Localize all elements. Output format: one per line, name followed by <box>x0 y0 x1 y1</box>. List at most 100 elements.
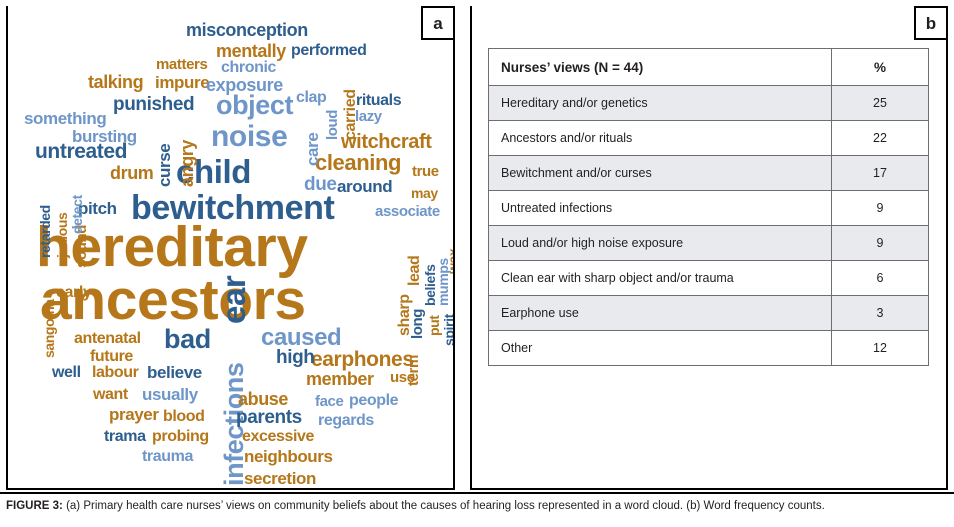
cloud-word: earphones <box>311 348 414 371</box>
cloud-word: cleaning <box>315 150 402 175</box>
cell-view: Bewitchment and/or curses <box>488 155 832 191</box>
cloud-word: trauma <box>142 448 193 465</box>
cloud-word: long <box>409 308 426 339</box>
cloud-word: bursting <box>72 127 137 146</box>
cloud-word: pitch <box>78 199 117 218</box>
cloud-word: parents <box>236 407 302 428</box>
cell-view: Clean ear with sharp object and/or traum… <box>488 260 832 296</box>
cell-percent: 12 <box>831 330 929 366</box>
cloud-word: blood <box>163 408 205 425</box>
cloud-word: exposure <box>206 75 283 95</box>
cloud-word: clap <box>296 89 327 106</box>
table-body: Hereditary and/or genetics 25 Ancestors an… <box>488 85 929 366</box>
cell-percent: 22 <box>831 120 929 156</box>
cell-view: Untreated infections <box>488 190 832 226</box>
caption-divider <box>0 492 954 494</box>
cloud-word: probing <box>152 428 209 445</box>
table-row: Bewitchment and/or curses 17 <box>488 155 929 191</box>
cloud-word: abuse <box>238 389 289 409</box>
cloud-word: member <box>306 369 374 389</box>
cloud-word: curse <box>155 143 174 187</box>
figure-caption-text: (a) Primary health care nurses’ views on… <box>62 500 825 512</box>
cell-view: Earphone use <box>488 295 832 331</box>
cloud-word: may <box>411 185 438 201</box>
cloud-word: secretion <box>244 469 316 488</box>
cloud-word: use <box>390 369 415 386</box>
cloud-word: untreated <box>35 140 128 163</box>
cloud-word: bewitchment <box>131 189 335 227</box>
figure-caption-label: FIGURE 3: <box>6 500 63 512</box>
cloud-word: rituals <box>356 92 402 109</box>
cloud-word: around <box>337 177 393 196</box>
cloud-word: put <box>426 315 442 336</box>
cloud-word: hereditary <box>36 215 308 279</box>
cloud-word: witchcraft <box>341 131 432 153</box>
cloud-word: bad <box>164 324 211 354</box>
cloud-word: drum <box>110 163 154 183</box>
cloud-word: high <box>276 347 315 368</box>
cloud-word: early <box>56 284 92 301</box>
cloud-word: punished <box>113 94 195 115</box>
cloud-word: lazy <box>355 108 382 125</box>
panel-b-frequency-table: Nurses’ views (N = 44) % Hereditary and/… <box>470 6 948 490</box>
cloud-word: true <box>412 163 439 180</box>
table-row: Other 12 <box>488 330 929 366</box>
cell-percent: 6 <box>831 260 929 296</box>
cloud-word: impure <box>155 73 210 92</box>
cloud-word: neighbours <box>244 447 333 466</box>
column-header-percent: % <box>831 48 929 86</box>
cloud-word: matters <box>156 56 208 73</box>
table-row: Loud and/or high noise exposure 9 <box>488 225 929 261</box>
figure-caption: FIGURE 3: (a) Primary health care nurses… <box>6 499 948 513</box>
cloud-word: term <box>405 355 422 386</box>
cell-percent: 17 <box>831 155 929 191</box>
cell-percent: 25 <box>831 85 929 121</box>
cell-percent: 3 <box>831 295 929 331</box>
word-frequency-table: Nurses’ views (N = 44) % Hereditary and/… <box>488 48 929 366</box>
column-header-views: Nurses’ views (N = 44) <box>488 48 832 86</box>
cloud-word: trama <box>104 428 146 445</box>
cloud-word: something <box>24 109 107 128</box>
cell-percent: 9 <box>831 190 929 226</box>
cloud-word: prayer <box>109 405 159 424</box>
table-row: Ancestors and/or rituals 22 <box>488 120 929 156</box>
cell-view: Other <box>488 330 832 366</box>
cloud-word: future <box>90 348 133 365</box>
cloud-word: chronic <box>221 59 276 76</box>
cloud-word: spirit <box>441 314 455 346</box>
cell-view: Hereditary and/or genetics <box>488 85 832 121</box>
cloud-word: antenatal <box>74 330 141 347</box>
cell-view: Loud and/or high noise exposure <box>488 225 832 261</box>
cloud-word: sangoma <box>41 299 57 358</box>
cloud-word: lead <box>406 255 423 286</box>
cloud-word: due <box>304 174 337 195</box>
cloud-word: wax <box>445 248 455 274</box>
cell-percent: 9 <box>831 225 929 261</box>
panel-label-a: a <box>421 6 455 40</box>
cloud-word: mentally <box>216 41 286 61</box>
cloud-word: object <box>216 90 294 120</box>
cloud-word: misconception <box>186 20 308 40</box>
cloud-word: detect <box>69 195 85 234</box>
cloud-word: excessive <box>242 428 315 445</box>
cloud-word: well <box>52 364 81 381</box>
cloud-word: ear <box>215 275 252 324</box>
cloud-word: talking <box>88 72 144 92</box>
word-cloud: hereditary ancestors bewitchment child noise… <box>8 6 455 488</box>
cloud-word: associate <box>375 203 440 220</box>
cloud-word: performed <box>291 42 367 59</box>
cloud-word: ancestors <box>40 268 306 332</box>
cloud-word: loud <box>324 109 341 140</box>
cloud-word: want <box>93 386 128 403</box>
panel-a-word-cloud: hereditary ancestors bewitchment child noise… <box>6 6 455 490</box>
table-row: Hereditary and/or genetics 25 <box>488 85 929 121</box>
cloud-word: angry <box>177 139 197 187</box>
cloud-word: child <box>176 153 252 190</box>
cloud-word: labour <box>92 364 139 381</box>
table-row: Untreated infections 9 <box>488 190 929 226</box>
cloud-word: regards <box>318 412 374 429</box>
cloud-word: retarded <box>37 205 53 258</box>
table-row: Clean ear with sharp object and/or traum… <box>488 260 929 296</box>
cloud-word: believe <box>147 363 202 382</box>
